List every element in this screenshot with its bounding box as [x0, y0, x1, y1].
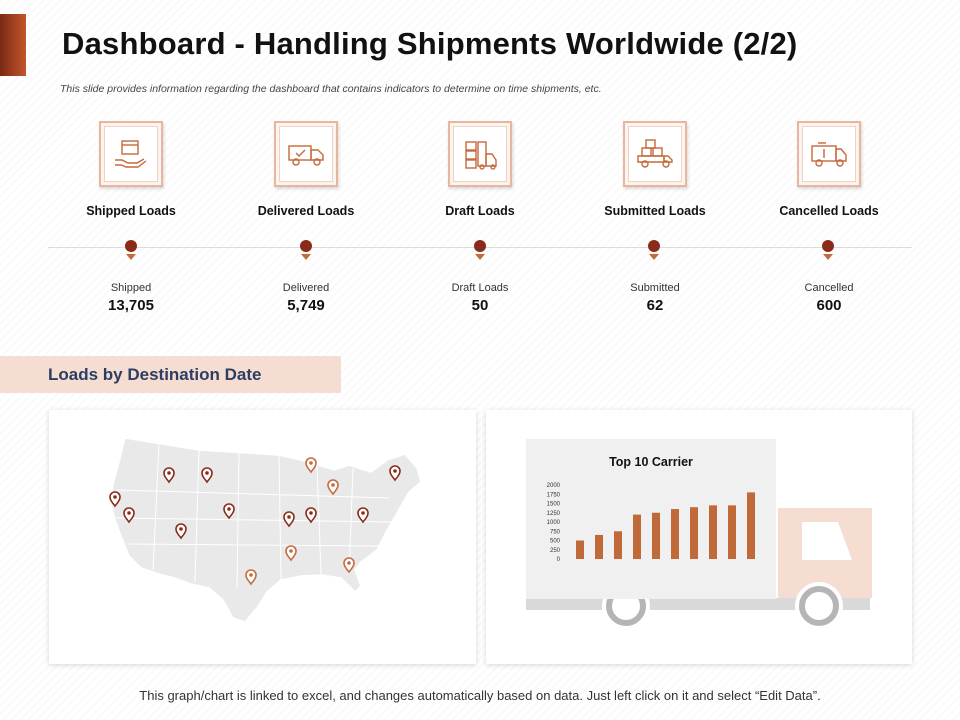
y-tick-label: 1000 — [547, 520, 561, 526]
y-tick-label: 1750 — [547, 492, 561, 498]
kpi-label: Shipped Loads — [86, 204, 176, 218]
stat-draft: Draft Loads 50 — [405, 282, 555, 314]
map-pin-dot — [331, 483, 335, 487]
bar — [671, 509, 679, 559]
stat-value: 62 — [646, 297, 664, 314]
map-pin-icon — [223, 503, 235, 520]
map-panel[interactable] — [49, 410, 476, 664]
map-pin-dot — [393, 469, 397, 473]
stat-value: 13,705 — [108, 297, 154, 314]
kpi-label: Draft Loads — [445, 204, 515, 218]
bar-chart: 0 250 500 750 1000 1250 1500 1750 2000 — [547, 483, 755, 563]
map-pin-icon — [283, 511, 295, 528]
map-pin-dot — [205, 471, 209, 475]
chart-panel[interactable]: Top 10 Carrier 0 250 500 750 1000 1250 1500 175… — [486, 410, 912, 664]
stat-value: 50 — [471, 297, 489, 314]
truck-boxes-icon — [637, 139, 673, 168]
accent-bar — [0, 14, 26, 76]
stat-submitted: Submitted 62 — [580, 282, 730, 314]
stat-delivered: Delivered 5,749 — [231, 282, 381, 314]
bar — [709, 505, 717, 559]
map-pin-icon — [305, 457, 317, 474]
timeline-marker — [473, 240, 487, 262]
map-pin-dot — [287, 515, 291, 519]
stat-cancelled: Cancelled 600 — [754, 282, 904, 314]
map-pin-dot — [127, 511, 131, 515]
bar — [633, 514, 641, 559]
map-pin-dot — [179, 527, 183, 531]
stat-label: Delivered — [282, 282, 330, 294]
section-title: Loads by Destination Date — [48, 365, 262, 384]
delivery-truck-check-icon — [288, 145, 324, 166]
y-tick-label: 500 — [550, 539, 561, 545]
kpi-label: Cancelled Loads — [779, 204, 879, 218]
map-pin-dot — [249, 573, 253, 577]
map-pin-icon — [245, 569, 257, 586]
bar — [747, 492, 755, 559]
kpi-submitted-loads: Submitted Loads — [580, 121, 730, 218]
y-tick-label: 1250 — [547, 511, 561, 517]
map-pin-dot — [289, 549, 293, 553]
delivery-van-icon — [811, 142, 847, 167]
timeline-marker — [124, 240, 138, 262]
map-pin-dot — [309, 511, 313, 515]
y-tick-label: 1500 — [547, 502, 561, 508]
y-tick-label: 750 — [550, 529, 561, 535]
page-subtitle: This slide provides information regardin… — [60, 83, 602, 95]
usa-map-icon — [109, 437, 422, 623]
kpi-label: Delivered Loads — [257, 204, 355, 218]
map-pin-dot — [167, 471, 171, 475]
stat-value: 5,749 — [287, 297, 325, 314]
chart-title: Top 10 Carrier — [609, 455, 693, 469]
kpi-cancelled-loads: Cancelled Loads — [754, 121, 904, 218]
bar — [595, 534, 603, 559]
map-pin-icon — [389, 465, 401, 482]
map-pin-icon — [357, 507, 369, 524]
footer-note: This graph/chart is linked to excel, and… — [139, 688, 821, 703]
bar — [576, 540, 584, 559]
kpi-draft-loads: Draft Loads — [405, 121, 555, 218]
map-pin-dot — [227, 507, 231, 511]
truck-illustration — [526, 508, 872, 630]
hand-box-icon — [115, 140, 147, 168]
kpi-delivered-loads: Delivered Loads — [231, 121, 381, 218]
chart-area[interactable]: Top 10 Carrier 0 250 500 750 1000 1250 1500 175… — [526, 439, 776, 599]
y-tick-label: 0 — [557, 557, 561, 563]
page-title: Dashboard - Handling Shipments Worldwide… — [62, 26, 798, 61]
bar — [690, 507, 698, 559]
map-pin-dot — [361, 511, 365, 515]
map-pin-icon — [327, 479, 339, 496]
y-tick-label: 250 — [550, 548, 561, 554]
forklift-boxes-icon — [465, 141, 497, 170]
kpi-shipped-loads: Shipped Loads — [56, 121, 206, 218]
stat-value: 600 — [816, 297, 842, 314]
map-pin-icon — [305, 507, 317, 524]
map-pin-icon — [109, 491, 121, 508]
map-pin-icon — [163, 467, 175, 484]
y-tick-label: 2000 — [547, 483, 561, 489]
map-pin-dot — [347, 561, 351, 565]
map-pin-icon — [285, 545, 297, 562]
timeline-marker — [647, 240, 661, 262]
stat-shipped: Shipped 13,705 — [56, 282, 206, 314]
map-pin-dot — [309, 461, 313, 465]
map-pin-dot — [113, 495, 117, 499]
stat-label: Draft Loads — [451, 282, 509, 294]
stat-label: Cancelled — [804, 282, 854, 294]
stat-label: Shipped — [110, 282, 152, 294]
timeline-marker — [299, 240, 313, 262]
stat-label: Submitted — [630, 282, 680, 294]
map-pin-icon — [201, 467, 213, 484]
map-pin-icon — [175, 523, 187, 540]
bar — [728, 505, 736, 559]
map-pin-icon — [123, 507, 135, 524]
bar — [652, 512, 660, 559]
kpi-label: Submitted Loads — [604, 204, 706, 218]
map-pin-icon — [343, 557, 355, 574]
timeline-marker — [821, 240, 835, 262]
section-banner: Loads by Destination Date — [0, 356, 341, 393]
bar — [614, 531, 622, 559]
